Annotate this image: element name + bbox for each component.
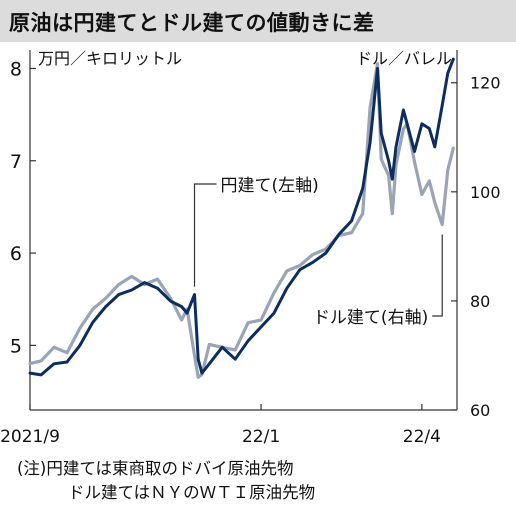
note-line-1: (注)円建ては東商取のドバイ原油先物 bbox=[17, 459, 294, 478]
right-tick-label: 100 bbox=[470, 183, 501, 202]
left-tick-label: 5 bbox=[10, 335, 22, 357]
title-bar: 原油は円建てとドル建ての値動きに差 bbox=[0, 0, 516, 42]
left-tick-label: 6 bbox=[10, 243, 22, 265]
left-tick-label: 8 bbox=[10, 58, 22, 80]
x-tick-label: 2021/9 bbox=[0, 427, 60, 447]
x-tick-label: 22/1 bbox=[242, 427, 280, 447]
dollar-series-label: ドル建て(右軸) bbox=[313, 308, 428, 328]
note-line-2: ドル建てはＮＹのＷＴＩ原油先物 bbox=[68, 483, 316, 502]
dollar-series-leader bbox=[432, 234, 443, 317]
chart-title: 原油は円建てとドル建ての値動きに差 bbox=[9, 11, 375, 35]
left-tick-label: 7 bbox=[10, 151, 22, 173]
yen-series-label: 円建て(左軸) bbox=[221, 176, 319, 196]
x-tick-label: 22/4 bbox=[403, 427, 441, 447]
dollar-series-line bbox=[28, 62, 455, 379]
right-tick-label: 120 bbox=[470, 74, 501, 93]
right-tick-label: 60 bbox=[470, 401, 490, 420]
yen-series-leader bbox=[193, 183, 217, 287]
right-axis-unit-label: ドル／バレル bbox=[356, 49, 452, 68]
yen-series-line bbox=[28, 57, 455, 377]
right-tick-label: 80 bbox=[470, 292, 490, 311]
left-axis-unit-label: 万円／キロリットル bbox=[38, 49, 182, 68]
